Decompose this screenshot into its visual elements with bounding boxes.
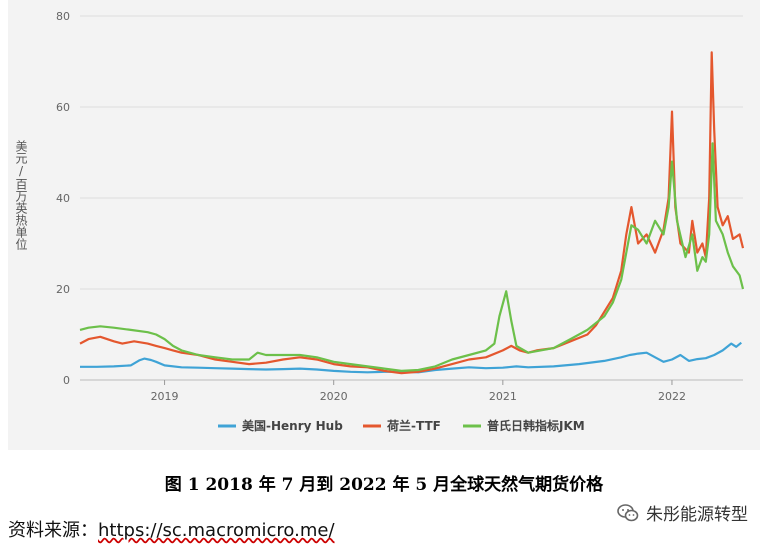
y-axis-ticks: 0 20 40 60 80 [56,10,70,387]
x-tick-label: 2020 [320,390,348,403]
grid-layer [80,15,743,381]
figure-caption: 图 1 2018 年 7 月到 2022 年 5 月全球天然气期货价格 [164,475,604,495]
legend-label-2: 普氏日韩指标JKM [487,418,585,433]
wechat-icon [617,503,639,521]
x-tick-label: 2019 [151,390,179,403]
source-line: 资料来源：https://sc.macromicro.me/ [8,516,335,542]
y-tick-label: 0 [63,374,70,387]
legend: 美国-Henry Hub 荷兰-TTF 普氏日韩指标JKM [218,418,585,433]
source-link[interactable]: https://sc.macromicro.me/ [98,520,335,541]
y-tick-label: 40 [56,192,70,205]
series-line-2 [79,142,745,372]
x-tick-label: 2021 [489,390,517,403]
source-label: 资料来源： [8,520,98,541]
series-line-1 [79,51,745,375]
y-tick-label: 80 [56,10,70,23]
y-tick-label: 20 [56,283,70,296]
series-layer [79,51,745,375]
chart-plot: 0 20 40 60 80 2019 2020 2021 2022 美国-Henry Hub 荷… [56,10,745,433]
y-axis-label: 美元/百万英热单位 [14,140,28,250]
watermark-text: 朱彤能源转型 [646,505,748,525]
x-axis-ticks: 2019 2020 2021 2022 [80,379,743,403]
watermark: 朱彤能源转型 [616,500,748,525]
chart-panel: 0 20 40 60 80 2019 2020 2021 2022 美国-Henry Hub 荷… [8,0,760,450]
series-line-0 [80,341,742,374]
legend-label-0: 美国-Henry Hub [242,418,343,433]
legend-label-1: 荷兰-TTF [386,418,441,433]
y-tick-label: 60 [56,101,70,114]
x-tick-label: 2022 [658,390,686,403]
